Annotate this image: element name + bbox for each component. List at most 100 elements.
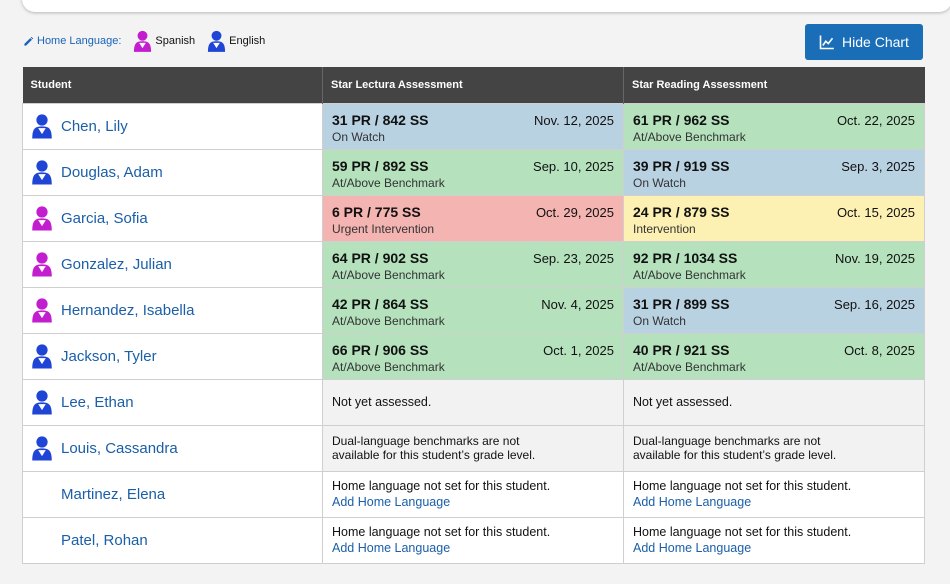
assessment-date: Nov. 19, 2025: [835, 251, 915, 266]
person-spanish-icon: [31, 251, 53, 277]
no-language-message: Home language not set for this student.: [633, 525, 852, 539]
benchmark-status: At/Above Benchmark: [633, 268, 746, 282]
lectura-score-cell: 42 PR / 864 SS Nov. 4, 2025 At/Above Bench…: [322, 286, 624, 334]
benchmark-status: Intervention: [633, 222, 696, 236]
student-cell: Patel, Rohan: [22, 516, 323, 564]
lectura-score-cell: 31 PR / 842 SS Nov. 12, 2025 On Watch: [322, 102, 624, 150]
person-english-icon: [31, 159, 53, 185]
table-row: Garcia, Sofia 6 PR / 775 SS Oct. 29, 2025 U…: [22, 194, 925, 242]
student-name-link[interactable]: Louis, Cassandra: [61, 439, 178, 457]
legend-english: English: [207, 29, 265, 53]
column-header-star-reading: Star Reading Assessment: [623, 67, 925, 103]
not-assessed-message: Not yet assessed.: [332, 395, 432, 409]
score-value: 40 PR / 921 SS: [633, 342, 730, 358]
assessment-date: Sep. 16, 2025: [834, 297, 915, 312]
assessment-table: Student Star Lectura Assessment Star Rea…: [22, 67, 925, 564]
score-value: 66 PR / 906 SS: [332, 342, 429, 358]
benchmark-status: At/Above Benchmark: [332, 314, 445, 328]
lectura-not-assessed-cell: Not yet assessed.: [322, 378, 624, 426]
table-row: Jackson, Tyler 66 PR / 906 SS Oct. 1, 2025…: [22, 332, 925, 380]
student-cell: Gonzalez, Julian: [22, 240, 323, 288]
unavailable-message-line1: Dual-language benchmarks are not: [633, 434, 821, 448]
student-cell: Lee, Ethan: [22, 378, 323, 426]
assessment-date: Sep. 10, 2025: [533, 159, 614, 174]
assessment-date: Oct. 29, 2025: [535, 205, 614, 220]
person-english-icon: [31, 389, 53, 415]
legend-spanish: Spanish: [133, 29, 195, 53]
reading-score-cell: 92 PR / 1034 SS Nov. 19, 2025 At/Above Ben…: [623, 240, 925, 288]
add-home-language-link[interactable]: Add Home Language: [633, 495, 752, 509]
person-spanish-icon: [134, 30, 152, 52]
table-row: Douglas, Adam 59 PR / 892 SS Sep. 10, 2025…: [22, 148, 925, 196]
column-header-student: Student: [22, 67, 323, 103]
score-value: 6 PR / 775 SS: [332, 204, 421, 220]
hide-chart-label: Hide Chart: [842, 34, 909, 50]
edit-home-language-label: Home Language:: [37, 35, 122, 47]
no-language-message: Home language not set for this student.: [332, 525, 551, 539]
benchmark-status: On Watch: [633, 176, 686, 190]
student-name-link[interactable]: Hernandez, Isabella: [61, 301, 195, 319]
person-english-icon: [31, 435, 53, 461]
assessment-date: Nov. 4, 2025: [541, 297, 614, 312]
add-home-language-link[interactable]: Add Home Language: [332, 495, 451, 509]
student-name-link[interactable]: Jackson, Tyler: [61, 347, 157, 365]
benchmark-status: At/Above Benchmark: [332, 360, 445, 374]
lectura-no-language-cell: Home language not set for this student. A…: [322, 516, 624, 564]
table-header-row: Student Star Lectura Assessment Star Rea…: [22, 67, 925, 103]
reading-score-cell: 24 PR / 879 SS Oct. 15, 2025 Intervention: [623, 194, 925, 242]
benchmark-status: At/Above Benchmark: [332, 268, 445, 282]
reading-score-cell: 31 PR / 899 SS Sep. 16, 2025 On Watch: [623, 286, 925, 334]
score-value: 42 PR / 864 SS: [332, 296, 429, 312]
table-row: Patel, Rohan Home language not set for th…: [22, 516, 925, 564]
assessment-date: Oct. 15, 2025: [836, 205, 915, 220]
student-cell: Jackson, Tyler: [22, 332, 323, 380]
lectura-no-language-cell: Home language not set for this student. A…: [322, 470, 624, 518]
add-home-language-link[interactable]: Add Home Language: [633, 541, 752, 555]
reading-no-language-cell: Home language not set for this student. A…: [623, 516, 925, 564]
add-home-language-link[interactable]: Add Home Language: [332, 541, 451, 555]
benchmark-status: At/Above Benchmark: [633, 360, 746, 374]
lectura-unavailable-cell: Dual-language benchmarks are not availabl…: [322, 424, 624, 472]
benchmark-status: At/Above Benchmark: [633, 130, 746, 144]
student-name-link[interactable]: Patel, Rohan: [61, 531, 148, 549]
assessment-date: Oct. 22, 2025: [836, 113, 915, 128]
benchmark-status: On Watch: [332, 130, 385, 144]
student-cell: Chen, Lily: [22, 102, 323, 150]
lectura-score-cell: 6 PR / 775 SS Oct. 29, 2025 Urgent Interve…: [322, 194, 624, 242]
person-english-icon: [208, 30, 226, 52]
edit-home-language-link[interactable]: Home Language:: [23, 35, 121, 47]
student-name-link[interactable]: Chen, Lily: [61, 117, 128, 135]
table-row: Lee, Ethan Not yet assessed. Not yet asses…: [22, 378, 925, 426]
student-name-link[interactable]: Douglas, Adam: [61, 163, 163, 181]
assessment-date: Oct. 1, 2025: [543, 343, 614, 358]
table-row: Louis, Cassandra Dual-language benchmarks…: [22, 424, 925, 472]
unavailable-message-line2: available for this student’s grade level…: [332, 448, 536, 462]
reading-unavailable-cell: Dual-language benchmarks are not availabl…: [623, 424, 925, 472]
not-assessed-message: Not yet assessed.: [633, 395, 733, 409]
assessment-date: Sep. 23, 2025: [533, 251, 614, 266]
table-row: Chen, Lily 31 PR / 842 SS Nov. 12, 2025 On …: [22, 102, 925, 150]
student-name-link[interactable]: Martinez, Elena: [61, 485, 166, 503]
table-row: Martinez, Elena Home language not set for…: [22, 470, 925, 518]
benchmark-status: At/Above Benchmark: [332, 176, 445, 190]
no-language-message: Home language not set for this student.: [332, 479, 551, 493]
student-cell: Martinez, Elena: [22, 470, 323, 518]
student-name-link[interactable]: Lee, Ethan: [61, 393, 134, 411]
score-value: 59 PR / 892 SS: [332, 158, 429, 174]
student-cell: Garcia, Sofia: [22, 194, 323, 242]
reading-score-cell: 39 PR / 919 SS Sep. 3, 2025 On Watch: [623, 148, 925, 196]
benchmark-status: Urgent Intervention: [332, 222, 435, 236]
student-name-link[interactable]: Gonzalez, Julian: [61, 255, 172, 273]
reading-score-cell: 40 PR / 921 SS Oct. 8, 2025 At/Above Bench…: [623, 332, 925, 380]
hide-chart-button[interactable]: Hide Chart: [805, 24, 923, 60]
student-cell: Hernandez, Isabella: [22, 286, 323, 334]
table-row: Hernandez, Isabella 42 PR / 864 SS Nov. 4,…: [22, 286, 925, 334]
assessment-date: Oct. 8, 2025: [844, 343, 915, 358]
top-card: [22, 0, 950, 12]
student-name-link[interactable]: Garcia, Sofia: [61, 209, 148, 227]
person-english-icon: [31, 113, 53, 139]
benchmark-status: On Watch: [633, 314, 686, 328]
student-cell: Louis, Cassandra: [22, 424, 323, 472]
lectura-score-cell: 64 PR / 902 SS Sep. 23, 2025 At/Above Benc…: [322, 240, 624, 288]
unavailable-message-line2: available for this student’s grade level…: [633, 448, 837, 462]
